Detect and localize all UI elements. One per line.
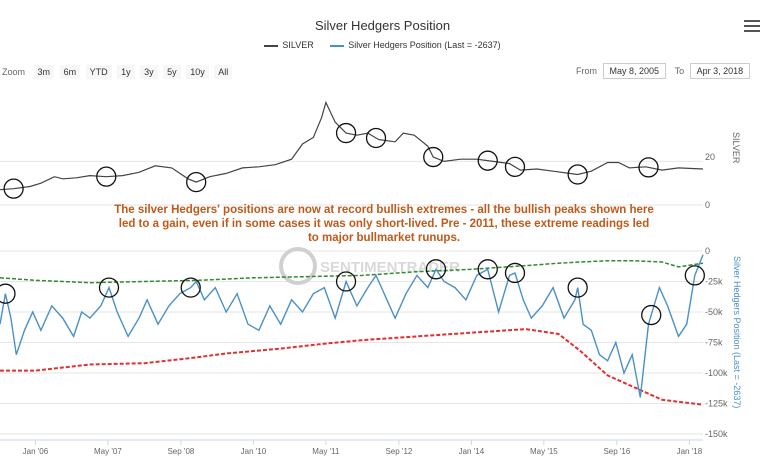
x-tick-label-2: Sep '08 (167, 447, 194, 456)
hedgers-tick-2: -50k (705, 307, 723, 317)
silver-peak-circle-0 (3, 178, 24, 199)
zoom-all-button[interactable]: All (214, 65, 233, 79)
range-from-label: From (576, 66, 597, 76)
zoom-10y-button[interactable]: 10y (186, 65, 209, 79)
silver-peak-circle-8 (567, 164, 588, 185)
legend-item-hedgers[interactable]: Silver Hedgers Position (Last = -2637) (330, 40, 501, 50)
hedgers-peak-circle-9 (684, 265, 705, 286)
annotation-line-2: led to a gain, even if in some cases it … (119, 218, 649, 230)
hedgers-tick-6: -150k (705, 429, 728, 439)
x-tick-label-4: May '11 (312, 447, 340, 456)
legend-swatch-hedgers (330, 44, 345, 47)
hedgers-peak-circle-4 (425, 259, 447, 280)
x-tick-label-0: Jan '06 (23, 447, 49, 456)
x-tick-label-5: Sep '12 (385, 447, 412, 456)
silver-peak-circle-5 (423, 146, 444, 168)
hedgers-peak-circle-8 (641, 304, 662, 326)
x-tick-label-8: Sep '16 (603, 447, 630, 456)
legend-swatch-silver (264, 44, 279, 47)
silver-series-line (0, 100, 704, 191)
grid-layer (0, 160, 703, 435)
peak-circles-layer (0, 122, 705, 326)
silver-peak-circle-4 (365, 127, 387, 149)
x-tick-label-6: Jan '14 (459, 447, 485, 456)
hedgers-peak-circle-2 (180, 277, 201, 298)
watermark-text: SENTIMENTRADER (320, 259, 460, 276)
range-from: From May 8, 2005 To Apr 3, 2018 (576, 63, 751, 79)
range-to-label: To (674, 66, 685, 76)
hedgers-peak-circle-7 (567, 277, 588, 298)
zoom-1y-button[interactable]: 1y (117, 65, 135, 79)
silver-peak-circle-7 (504, 156, 526, 178)
zoom-bar: Zoom 3m 6m YTD 1y 3y 5y 10y All (2, 65, 235, 79)
silver-tick-0: 20 (705, 152, 715, 162)
axes-layer: 20 0 SILVER Silver Hedgers Position (Las… (0, 132, 742, 456)
x-tick-label-9: Jan '18 (677, 447, 703, 456)
zoom-6m-button[interactable]: 6m (59, 65, 81, 79)
annotation: The silver Hedgers' positions are now at… (114, 204, 654, 244)
chart-title: Silver Hedgers Position (314, 18, 451, 33)
zoom-3y-button[interactable]: 3y (140, 65, 158, 79)
silver-peak-circle-1 (96, 166, 117, 187)
zoom-3m-button[interactable]: 3m (33, 65, 55, 79)
hedgers-tick-3: -75k (705, 338, 723, 348)
x-tick-label-7: May '15 (530, 447, 558, 456)
hedgers-peak-circle-0 (0, 283, 16, 304)
zoom-ytd-button[interactable]: YTD (85, 65, 112, 79)
legend-label-hedgers: Silver Hedgers Position (Last = -2637) (348, 40, 501, 50)
hedgers-peak-circle-5 (477, 259, 498, 280)
watermark: SENTIMENTRADER (279, 247, 460, 285)
hedgers-axis-label: Silver Hedgers Position (Last = -2637) (732, 256, 742, 408)
annotation-line-3: to major bullmarket runups. (308, 232, 460, 244)
silver-tick-1: 0 (705, 200, 710, 210)
x-tick-label-1: May '07 (94, 447, 122, 456)
hedgers-peak-circle-6 (504, 262, 526, 284)
range-to-input[interactable]: Apr 3, 2018 (689, 63, 751, 79)
zoom-label: Zoom (2, 67, 26, 77)
silver-peak-circle-3 (335, 122, 357, 144)
silver-axis-label: SILVER (731, 132, 741, 164)
watermark-logo-icon (279, 247, 317, 285)
silver-peak-circle-2 (186, 171, 207, 193)
legend-item-silver[interactable]: SILVER (264, 40, 314, 50)
lines-layer (0, 100, 704, 406)
zoom-5y-button[interactable]: 5y (163, 65, 181, 79)
hedgers-peak-circle-3 (335, 271, 357, 292)
lower-band-line (0, 328, 704, 406)
annotation-line-1: The silver Hedgers' positions are now at… (114, 204, 654, 216)
hedgers-tick-5: -125k (705, 399, 728, 409)
hedgers-tick-0: 0 (705, 246, 710, 256)
upper-band-line (0, 260, 704, 284)
hedgers-tick-4: -100k (705, 368, 728, 378)
range-from-input[interactable]: May 8, 2005 (602, 63, 667, 79)
hamburger-menu-icon[interactable] (744, 20, 760, 34)
x-tick-label-3: Jan '10 (241, 447, 267, 456)
hedgers-peak-circle-1 (98, 277, 120, 298)
legend-label-silver: SILVER (282, 40, 314, 50)
hedgers-tick-1: -25k (705, 277, 723, 287)
silver-peak-circle-6 (477, 150, 498, 171)
legend: SILVER Silver Hedgers Position (Last = -… (0, 40, 765, 50)
silver-peak-circle-9 (638, 157, 659, 178)
